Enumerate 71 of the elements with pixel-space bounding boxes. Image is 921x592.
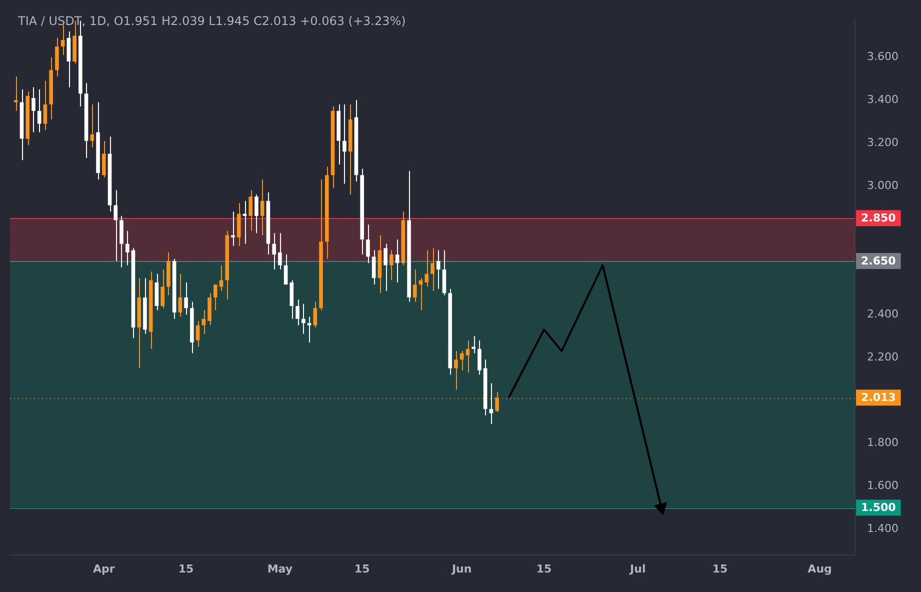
y-tick-label: 3.000 bbox=[867, 178, 898, 192]
candlestick bbox=[196, 320, 200, 348]
candlestick bbox=[202, 310, 206, 334]
candlestick bbox=[372, 250, 376, 286]
ref-line-label: 2.013 bbox=[861, 390, 896, 404]
y-tick-label: 1.600 bbox=[867, 479, 898, 492]
y-tick-label: 1.400 bbox=[867, 522, 898, 535]
candlestick bbox=[342, 104, 346, 184]
x-tick-label: Aug bbox=[808, 562, 832, 576]
candlestick bbox=[460, 350, 464, 371]
candlestick bbox=[66, 30, 71, 88]
candlestick bbox=[90, 104, 94, 148]
candlestick bbox=[260, 178, 264, 236]
candlestick bbox=[454, 350, 458, 390]
candlestick bbox=[278, 232, 282, 270]
candlestick bbox=[236, 202, 241, 246]
candlestick bbox=[154, 273, 159, 311]
candlestick bbox=[178, 273, 182, 318]
candlestick bbox=[384, 243, 388, 292]
x-tick-label: Jun bbox=[450, 562, 472, 576]
candlestick bbox=[390, 250, 394, 281]
chart-title: TIA / USDT, 1D, O1.951 H2.039 L1.945 C2.013 +0.063 (+3.23%) bbox=[18, 14, 406, 28]
candlestick bbox=[14, 76, 18, 112]
candlestick bbox=[412, 269, 417, 302]
x-tick-label: Apr bbox=[92, 562, 116, 576]
x-tick-label: Jul bbox=[629, 562, 646, 576]
x-tick-label: May bbox=[267, 562, 293, 576]
candlestick bbox=[114, 190, 118, 262]
candlestick bbox=[55, 37, 59, 78]
candlestick bbox=[472, 336, 476, 354]
candlestick bbox=[301, 303, 306, 334]
x-tick-label: 15 bbox=[536, 562, 552, 576]
candlestick bbox=[466, 340, 470, 373]
candlestick bbox=[125, 230, 130, 266]
candlestick bbox=[231, 211, 235, 246]
candlestick bbox=[60, 24, 65, 56]
candlestick bbox=[290, 280, 294, 320]
candlestick bbox=[254, 194, 258, 234]
candlestick bbox=[272, 232, 276, 270]
candlestick bbox=[120, 215, 124, 268]
x-tick-label: 15 bbox=[712, 562, 728, 576]
y-tick-label: 3.400 bbox=[867, 92, 898, 106]
candlestick bbox=[213, 284, 218, 311]
y-tick-label: 3.200 bbox=[867, 136, 898, 149]
ref-line-label: 1.500 bbox=[861, 500, 896, 514]
candlestick bbox=[430, 248, 434, 292]
y-tick-label: 2.200 bbox=[867, 350, 898, 364]
candlestick bbox=[436, 250, 440, 290]
y-tick-label: 1.800 bbox=[867, 436, 898, 450]
candlestick bbox=[248, 190, 252, 232]
x-tick-label: 15 bbox=[354, 562, 370, 576]
candlestick bbox=[32, 86, 36, 133]
candlestick bbox=[478, 340, 482, 376]
candlestick bbox=[102, 140, 106, 178]
ref-line-label: 2.850 bbox=[861, 211, 896, 224]
x-tick-label: 15 bbox=[178, 562, 194, 576]
candlestick bbox=[160, 269, 164, 309]
candlestick bbox=[284, 254, 288, 286]
candlestick bbox=[395, 239, 400, 283]
candlestick bbox=[43, 80, 48, 131]
y-tick-label: 2.400 bbox=[867, 307, 898, 320]
candlestick bbox=[313, 301, 318, 328]
candlestick bbox=[366, 224, 370, 264]
candlestick bbox=[208, 292, 212, 326]
candlestick bbox=[296, 299, 300, 326]
candlestick bbox=[307, 316, 312, 343]
y-tick-label: 3.600 bbox=[867, 50, 898, 64]
candlestick bbox=[184, 282, 188, 316]
candlestick bbox=[442, 250, 446, 296]
candlestick bbox=[424, 250, 429, 288]
ref-line-label: 2.650 bbox=[861, 254, 896, 268]
